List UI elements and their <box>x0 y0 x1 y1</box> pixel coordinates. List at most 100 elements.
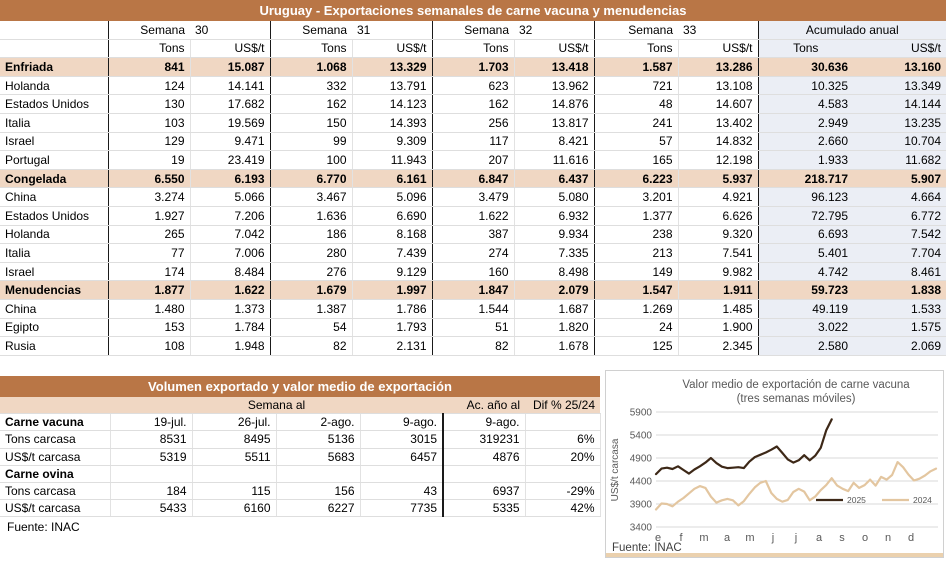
cell-usdt: 10.704 <box>853 132 946 152</box>
cell-tons: 48 <box>593 94 679 114</box>
cell-usdt: 8.168 <box>352 225 432 245</box>
cell-value: 6% <box>525 430 601 449</box>
table-row: China 3.274 5.066 3.467 5.096 3.479 5.080 3.201… <box>0 187 946 207</box>
cell-tons: 1.544 <box>431 299 515 319</box>
cell-tons: 1.068 <box>269 57 353 77</box>
table-row: Portugal 19 23.419 100 11.943 207 11.616 165 12.… <box>0 150 946 170</box>
table-row: Holanda 265 7.042 186 8.168 387 9.934 238 9.320 6… <box>0 225 946 245</box>
cell-value: 43 <box>360 482 444 501</box>
cell-usdt: 13.160 <box>853 57 946 77</box>
cell-tons: 160 <box>431 262 515 282</box>
cell-tons: 1.622 <box>431 206 515 226</box>
x-tick-label: j <box>771 532 774 544</box>
cell-value: 6227 <box>276 499 361 518</box>
cell-tons: 6.223 <box>593 169 679 189</box>
week-header-label: Semana <box>431 21 514 40</box>
weekly-exports-grid: Semana 30 Semana 31 Semana 32 Semana 33 Acumulad… <box>0 21 946 356</box>
table-row: Carne ovina <box>0 465 601 483</box>
cell-tons: 1.679 <box>269 280 353 300</box>
cell-tons: 72.795 <box>757 206 853 226</box>
weekly-exports-table: Uruguay - Exportaciones semanales de car… <box>0 0 946 356</box>
table-row: Carne vacuna 19-jul. 26-jul. 2-ago. 9-ago. 9-… <box>0 413 601 432</box>
cell-tons: 1.877 <box>107 280 191 300</box>
cell-tons: 1.587 <box>593 57 679 77</box>
usdt-column-header: US$/t <box>190 39 270 59</box>
chart-title: Valor medio de exportación de carne vacu… <box>682 379 910 391</box>
cell-tons: 1.269 <box>593 299 679 319</box>
cell-usdt: 9.934 <box>514 225 594 245</box>
cell-value: -29% <box>525 482 601 501</box>
cell-tons: 238 <box>593 225 679 245</box>
cell-usdt: 1.533 <box>853 299 946 319</box>
table-row: Egipto 153 1.784 54 1.793 51 1.820 24 1.900 3.022… <box>0 318 946 338</box>
cell-tons: 6.847 <box>431 169 515 189</box>
cell-usdt: 1.575 <box>853 318 946 338</box>
cell-tons: 2.580 <box>757 336 853 356</box>
cell-tons: 10.325 <box>757 76 853 96</box>
series-2025-line <box>654 418 833 476</box>
cell-value: 5136 <box>276 430 361 449</box>
cell-usdt: 14.607 <box>678 94 758 114</box>
table-row: Italia 77 7.006 280 7.439 274 7.335 213 7.541 5.4… <box>0 243 946 263</box>
cell-value: 184 <box>110 482 193 501</box>
cell-usdt: 11.616 <box>514 150 594 170</box>
series-2024-line <box>654 460 938 511</box>
cell-usdt: 9.320 <box>678 225 758 245</box>
x-tick-label: a <box>816 532 823 544</box>
cell-usdt: 5.096 <box>352 187 432 207</box>
usdt-column-header: US$/t <box>678 39 758 59</box>
cell-usdt: 13.962 <box>514 76 594 96</box>
cell-value: 8495 <box>192 430 277 449</box>
cell-usdt: 6.932 <box>514 206 594 226</box>
cell-usdt: 14.123 <box>352 94 432 114</box>
cell-usdt: 7.704 <box>853 243 946 263</box>
row-label: Tons carcasa <box>0 430 111 449</box>
x-tick-label: d <box>908 532 914 544</box>
weekly-exports-title: Uruguay - Exportaciones semanales de car… <box>0 0 946 21</box>
cell-tons: 129 <box>107 132 191 152</box>
cell-tons: 1.703 <box>431 57 515 77</box>
cell-usdt: 13.235 <box>853 113 946 133</box>
cell-tons: 1.480 <box>107 299 191 319</box>
x-tick-label: o <box>862 532 868 544</box>
cell-usdt: 1.678 <box>514 336 594 356</box>
cell-usdt: 13.418 <box>514 57 594 77</box>
cell-tons: 124 <box>107 76 191 96</box>
tons-column-header: Tons <box>431 39 515 59</box>
row-label: Menudencias <box>0 280 108 300</box>
cell-value: 6457 <box>360 448 444 466</box>
cell-tons: 82 <box>431 336 515 356</box>
cell-tons: 332 <box>269 76 353 96</box>
cell-usdt: 1.900 <box>678 318 758 338</box>
table-row: Semana 30 Semana 31 Semana 32 Semana 33 Acumulad… <box>0 21 946 40</box>
cell-value: 115 <box>192 482 277 501</box>
cell-tons: 130 <box>107 94 191 114</box>
row-label: Israel <box>0 262 108 282</box>
semana-al-header: Semana al <box>110 397 443 415</box>
cell-tons: 100 <box>269 150 353 170</box>
cell-tons: 174 <box>107 262 191 282</box>
cell-tons: 77 <box>107 243 191 263</box>
cell-usdt: 15.087 <box>190 57 270 77</box>
cell-value: 8531 <box>110 430 193 449</box>
cell-usdt: 8.461 <box>853 262 946 282</box>
cell-tons: 51 <box>431 318 515 338</box>
cell-usdt: 13.349 <box>853 76 946 96</box>
cell-tons: 125 <box>593 336 679 356</box>
x-tick-label: n <box>885 532 891 544</box>
cell-tons: 3.022 <box>757 318 853 338</box>
cell-usdt: 5.066 <box>190 187 270 207</box>
legend-2025-label: 2025 <box>847 495 866 505</box>
cell-usdt: 7.541 <box>678 243 758 263</box>
table-row: Tons carcasa 8531 8495 5136 3015 319231 6% <box>0 430 601 449</box>
x-tick-label: s <box>839 532 845 544</box>
cell-tons: 841 <box>107 57 191 77</box>
cell-usdt: 5.080 <box>514 187 594 207</box>
row-label: Italia <box>0 243 108 263</box>
legend-2024-label: 2024 <box>913 495 932 505</box>
cell-value: 4876 <box>442 448 526 466</box>
cell-tons: 59.723 <box>757 280 853 300</box>
table-row: China 1.480 1.373 1.387 1.786 1.544 1.687 1.269… <box>0 299 946 319</box>
cell-value: 5511 <box>192 448 277 466</box>
cell-value <box>442 465 526 483</box>
